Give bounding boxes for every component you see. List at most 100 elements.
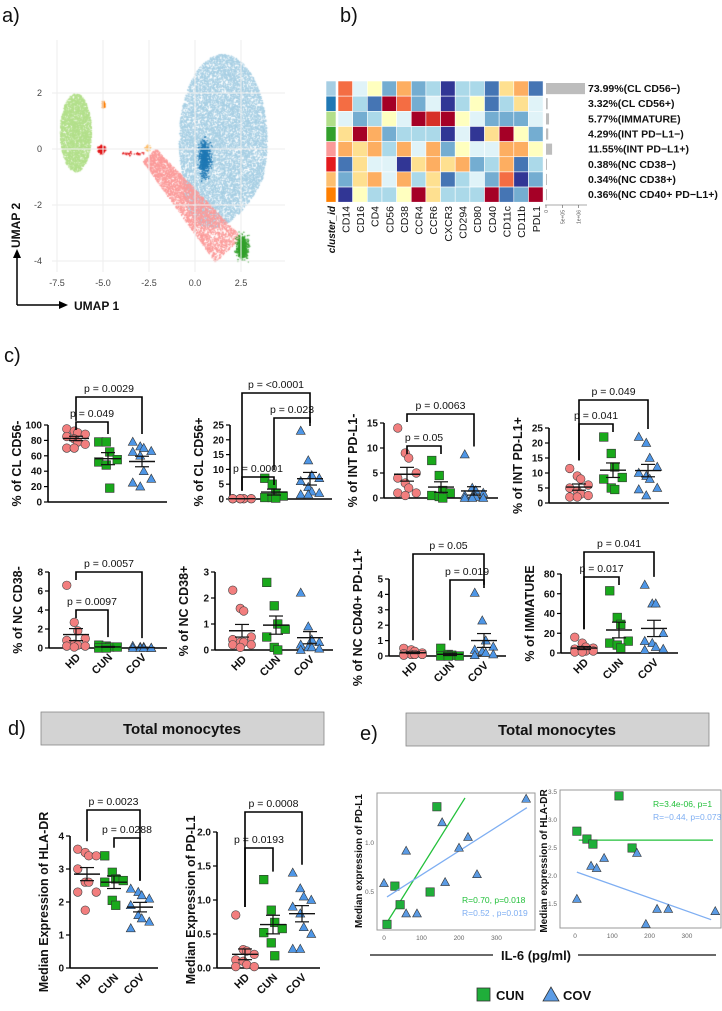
y-tick-label: 1	[377, 636, 383, 647]
marker-triangle	[478, 492, 489, 502]
heatmap-cell	[352, 111, 368, 127]
p-value-label: p = 0.0097	[67, 596, 117, 608]
series-cun	[427, 455, 455, 503]
marker-circle	[588, 646, 598, 656]
significance-bracket	[406, 445, 442, 454]
marker-circle	[80, 905, 90, 915]
heatmap-cell	[425, 111, 441, 127]
marker-circle	[69, 617, 79, 627]
marker-square	[610, 484, 620, 495]
marker-triangle	[469, 587, 480, 597]
y-tick-label: 0	[377, 652, 383, 663]
y-axis-label: % of CL CD56+	[192, 417, 206, 506]
marker-triangle	[295, 943, 306, 953]
y-tick-label: 1	[58, 931, 64, 942]
y-tick-label: 1	[203, 620, 209, 631]
heatmap-cell	[425, 186, 441, 203]
marker-square	[434, 470, 444, 481]
heatmap-cell	[528, 80, 544, 97]
column-label: CD56	[384, 206, 396, 233]
heatmap-cell	[425, 80, 441, 97]
row-label: 0.38%(NC CD38−)	[588, 159, 676, 171]
heatmap-cell	[366, 80, 383, 97]
significance-bracket	[578, 399, 649, 461]
p-value-label: p = 0.0008	[249, 798, 299, 810]
marker-triangle	[599, 852, 610, 862]
x-tick-label: 200	[644, 933, 655, 940]
marker-square	[270, 917, 280, 928]
header-box-e	[405, 712, 710, 747]
y-tick-label: 2	[58, 898, 64, 909]
y-tick-label: 4	[58, 832, 64, 843]
heatmap-cell	[366, 111, 383, 127]
marker-circle	[235, 642, 245, 653]
marker-triangle	[401, 845, 412, 855]
plot-frame	[559, 789, 722, 929]
x-tick-label: CUN	[90, 652, 115, 677]
abundance-bar	[546, 128, 549, 140]
column-label: CD16	[355, 206, 367, 233]
heatmap-cell	[381, 186, 397, 203]
marker-square	[616, 619, 626, 629]
x-tick-label: CUN	[96, 972, 121, 997]
marker-triangle	[306, 894, 317, 904]
marker-triangle	[521, 793, 532, 803]
marker-triangle	[144, 893, 155, 903]
heatmap-cell	[484, 186, 500, 203]
marker-triangle	[639, 635, 650, 645]
series-hd	[231, 910, 259, 972]
marker-square	[572, 826, 582, 836]
marker-circle	[73, 864, 83, 874]
heatmap-cell	[484, 156, 500, 173]
correlation-annotation: R=−0.44, p=0.073	[653, 812, 722, 822]
y-tick-label: 3	[58, 865, 64, 876]
panel-label-a: a)	[2, 5, 20, 27]
series-cun	[259, 874, 287, 961]
series-cun	[260, 473, 288, 503]
y-tick-label: 4	[37, 606, 43, 617]
p-value-label: p = 0.05	[429, 540, 467, 552]
heatmap-cell	[498, 126, 515, 142]
marker-circle	[62, 580, 72, 590]
heatmap-cell	[396, 126, 412, 142]
heatmap-cell	[381, 126, 397, 142]
heatmap-cell	[469, 156, 485, 173]
significance-bracket	[241, 392, 311, 491]
series-cov	[633, 431, 663, 500]
marker-triangle	[136, 890, 147, 900]
marker-triangle	[144, 916, 155, 926]
marker-square	[427, 455, 437, 466]
x-tick-label: -7.5	[49, 278, 65, 288]
column-label: CD11c	[501, 206, 513, 237]
marker-triangle	[591, 862, 602, 872]
marker-triangle	[379, 877, 389, 887]
regression-line-cov	[576, 871, 712, 921]
x-tick-label: 0	[573, 933, 577, 940]
row-header-cluster-id: cluster_id	[327, 205, 338, 253]
series-cov	[469, 587, 499, 659]
x-tick-label: COV	[284, 971, 310, 997]
umap-axes: -7.5 -5.0 -2.5 0.0 2.5 2 0 -2 -4 UMAP 1 UMAP 2	[9, 40, 285, 313]
cluster-color-cell	[325, 186, 337, 203]
y-axis-label: % of NC CD38+	[177, 566, 191, 657]
marker-square	[582, 834, 592, 844]
cluster-color-cell	[325, 80, 337, 97]
heatmap-cell	[396, 80, 412, 97]
series-cun	[605, 586, 633, 653]
marker-circle	[231, 962, 241, 972]
heatmap-cell	[410, 171, 427, 188]
marker-square	[112, 455, 122, 465]
marker-triangle	[303, 489, 314, 499]
marker-square	[267, 479, 277, 489]
y-tick-label: 0.5	[197, 930, 211, 941]
marker-square	[259, 928, 269, 938]
heatmap-cell	[410, 141, 427, 158]
marker-circle	[73, 887, 83, 897]
x-tick-label: HD	[229, 654, 249, 674]
heatmap-cell	[469, 186, 485, 203]
marker-square	[105, 483, 115, 493]
p-value-label: p = 0.0193	[234, 834, 284, 846]
dot-plot: 0 5 10 15 20 25 % of INT PD-L1+ p = 0.041 p = 0.…	[511, 386, 669, 514]
